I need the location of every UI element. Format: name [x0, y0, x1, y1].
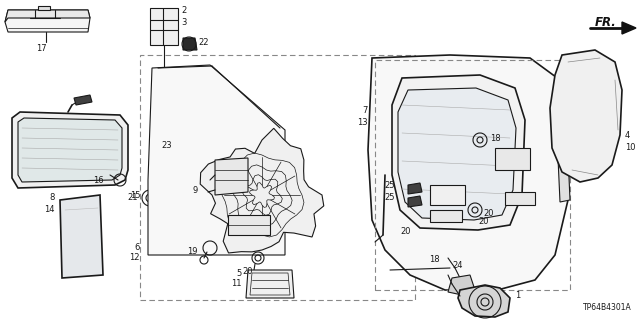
- Polygon shape: [228, 215, 270, 235]
- Text: 8: 8: [50, 194, 55, 203]
- Polygon shape: [558, 155, 570, 202]
- Text: 20: 20: [400, 228, 410, 236]
- Polygon shape: [448, 275, 475, 295]
- Text: 24: 24: [452, 260, 463, 269]
- Text: 25: 25: [385, 194, 395, 203]
- Polygon shape: [5, 10, 90, 32]
- Text: 17: 17: [36, 44, 47, 52]
- Text: 12: 12: [129, 253, 140, 262]
- Text: 5: 5: [237, 268, 242, 277]
- Text: 13: 13: [357, 117, 368, 126]
- Bar: [140, 55, 415, 300]
- Text: 7: 7: [363, 106, 368, 115]
- Text: 22: 22: [198, 37, 209, 46]
- Polygon shape: [505, 192, 535, 205]
- Text: 20: 20: [243, 268, 253, 276]
- Polygon shape: [246, 270, 294, 298]
- Text: 10: 10: [625, 142, 636, 151]
- Text: TP64B4301A: TP64B4301A: [583, 303, 632, 313]
- Polygon shape: [430, 210, 462, 222]
- Text: 3: 3: [181, 18, 186, 27]
- Polygon shape: [408, 183, 422, 194]
- Polygon shape: [368, 55, 570, 292]
- Text: 21: 21: [127, 194, 138, 203]
- Text: 20: 20: [483, 209, 493, 218]
- Polygon shape: [392, 75, 525, 230]
- Text: 14: 14: [45, 205, 55, 214]
- Text: 20: 20: [478, 218, 488, 227]
- Polygon shape: [150, 8, 178, 45]
- Polygon shape: [398, 88, 516, 220]
- Polygon shape: [38, 6, 50, 10]
- Polygon shape: [74, 95, 92, 105]
- Text: 23: 23: [161, 140, 172, 149]
- Text: FR.: FR.: [595, 15, 617, 28]
- Polygon shape: [18, 118, 122, 182]
- Text: 16: 16: [93, 175, 104, 185]
- Text: 6: 6: [134, 244, 140, 252]
- Text: 18: 18: [490, 133, 500, 142]
- Polygon shape: [148, 65, 285, 255]
- Text: 15: 15: [130, 190, 141, 199]
- Polygon shape: [408, 196, 422, 207]
- Text: 2: 2: [181, 5, 186, 14]
- Polygon shape: [12, 112, 128, 188]
- Text: 4: 4: [625, 131, 630, 140]
- Text: 1: 1: [515, 291, 520, 300]
- Text: 18: 18: [429, 255, 440, 265]
- Text: 9: 9: [192, 186, 197, 195]
- Polygon shape: [458, 285, 510, 317]
- Text: 11: 11: [232, 278, 242, 287]
- Bar: [375, 60, 570, 290]
- Text: 25: 25: [385, 180, 395, 189]
- Polygon shape: [622, 22, 636, 34]
- Polygon shape: [5, 10, 90, 22]
- Polygon shape: [200, 128, 324, 253]
- Polygon shape: [430, 185, 465, 205]
- Text: 19: 19: [188, 247, 198, 257]
- Polygon shape: [60, 195, 103, 278]
- Polygon shape: [183, 38, 197, 50]
- Polygon shape: [495, 148, 530, 170]
- Polygon shape: [215, 158, 248, 195]
- Polygon shape: [550, 50, 622, 182]
